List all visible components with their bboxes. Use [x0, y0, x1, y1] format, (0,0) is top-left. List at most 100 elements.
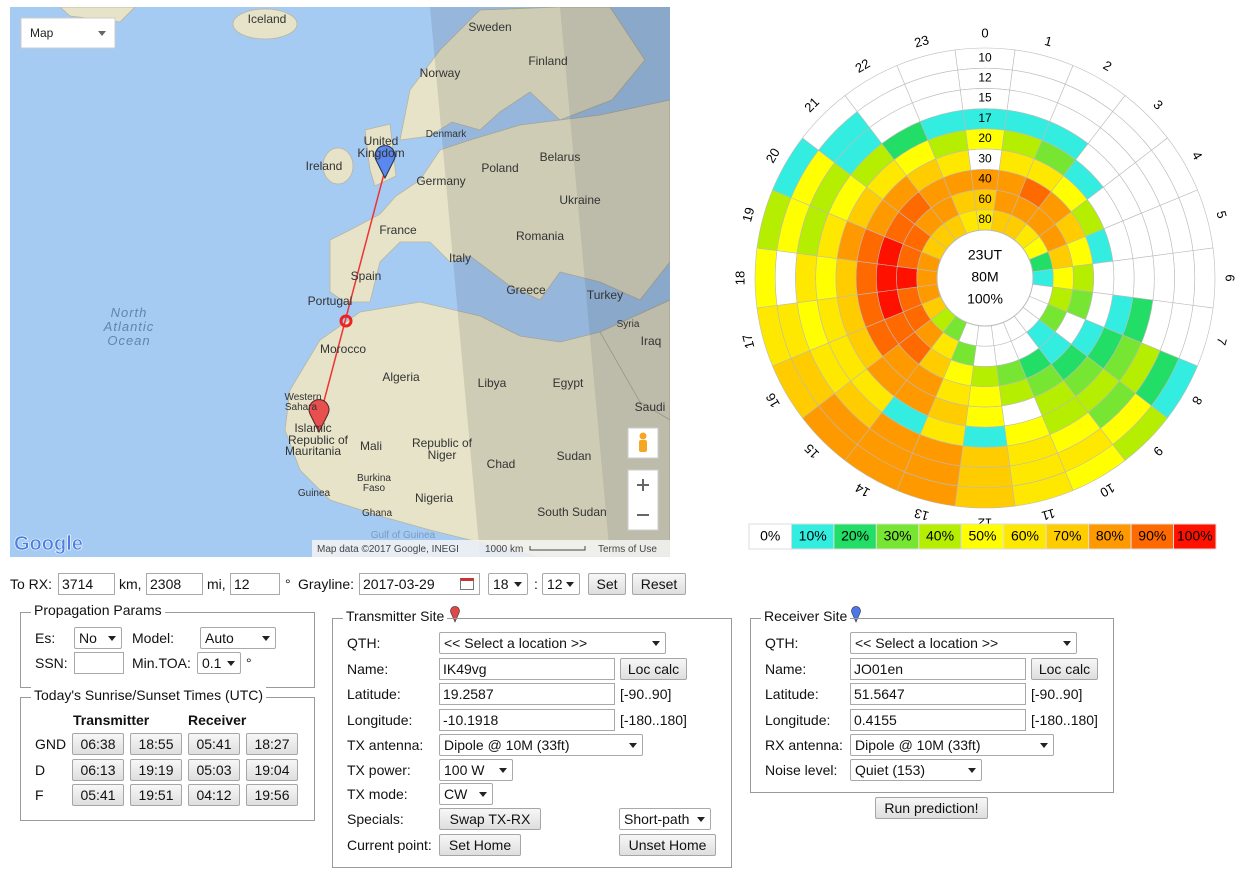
label: Specials: — [347, 811, 404, 827]
dropdown[interactable]: 0.1 — [197, 652, 241, 674]
tx-pin[interactable] — [308, 399, 330, 434]
text-field[interactable]: 51.5647 — [850, 683, 1026, 705]
text-field[interactable]: 2017-03-29 — [359, 573, 480, 595]
polar-chart: 0123456789101112131415161718192021222310… — [732, 25, 1238, 550]
button[interactable]: Loc calc — [620, 658, 687, 680]
button[interactable]: 06:13 — [72, 758, 124, 781]
heat-cell — [965, 405, 1005, 428]
label: Today's Sunrise/Sunset Times (UTC) — [31, 686, 267, 704]
button[interactable]: 19:19 — [130, 758, 182, 781]
button[interactable]: 18:55 — [130, 733, 182, 755]
hour-label: 6 — [1223, 274, 1238, 281]
terms[interactable]: Terms of Use — [598, 544, 657, 555]
night-shade — [560, 7, 670, 557]
label: [-180..180] — [1031, 712, 1098, 728]
hour-label: 23 — [913, 32, 931, 50]
text-field[interactable]: JO01en — [850, 658, 1026, 680]
text-field[interactable]: IK49vg — [439, 658, 615, 680]
map-label: Islamic — [294, 421, 331, 435]
hour-label: 16 — [763, 391, 783, 411]
label: Transmitter — [73, 712, 150, 728]
hour-label: 2 — [1101, 57, 1115, 74]
text-field[interactable]: 3714 — [58, 573, 115, 595]
button[interactable]: 05:41 — [72, 784, 124, 806]
fieldset — [332, 618, 732, 868]
text-field[interactable]: 0.4155 — [850, 709, 1026, 731]
button[interactable]: Set Home — [439, 834, 521, 856]
scale-label: 1000 km — [485, 544, 523, 555]
button[interactable]: Run prediction! — [875, 797, 988, 819]
dropdown[interactable]: 12 — [542, 573, 580, 595]
text-field[interactable] — [74, 652, 124, 674]
text-field[interactable]: -10.1918 — [439, 709, 615, 731]
map-label: Ireland — [306, 159, 343, 173]
attribution-bar — [312, 540, 670, 557]
button[interactable]: 06:38 — [72, 733, 124, 755]
button[interactable]: 19:04 — [246, 758, 298, 781]
label: Grayline: — [298, 576, 355, 592]
dropdown[interactable]: << Select a location >> — [439, 632, 666, 654]
button[interactable]: Swap TX-RX — [439, 808, 541, 830]
zoom-in[interactable] — [637, 479, 649, 491]
text-field[interactable]: 12 — [230, 573, 280, 595]
button[interactable]: Loc calc — [1031, 658, 1098, 680]
dropdown[interactable]: No — [74, 627, 122, 649]
button[interactable]: 18:27 — [246, 733, 298, 755]
label: Min.TOA: — [132, 655, 191, 671]
dropdown[interactable]: 18 — [488, 573, 528, 595]
ring-label: 12 — [978, 71, 992, 85]
button[interactable]: 19:51 — [130, 784, 182, 806]
text-field[interactable]: 2308 — [146, 573, 203, 595]
button[interactable]: 19:56 — [246, 784, 298, 806]
dropdown[interactable]: Dipole @ 10M (33ft) — [850, 734, 1054, 756]
legend-swatch — [875, 523, 920, 550]
label: Current point: — [347, 837, 432, 853]
label: F — [35, 787, 44, 803]
center-text: 23UT — [968, 247, 1003, 263]
label: D — [35, 761, 46, 778]
map-label: Finland — [528, 54, 567, 68]
map-label: Sweden — [468, 20, 511, 34]
legend-label: 0% — [760, 528, 780, 544]
button[interactable]: Reset — [632, 573, 686, 595]
legend-swatch — [1003, 523, 1047, 550]
dropdown[interactable]: << Select a location >> — [850, 632, 1077, 654]
map-label: Niger — [428, 448, 457, 462]
label: QTH: — [765, 635, 799, 651]
button[interactable]: Set — [588, 573, 626, 595]
dropdown[interactable]: Short-path — [619, 808, 711, 830]
dropdown[interactable]: Dipole @ 10M (33ft) — [439, 734, 643, 756]
heat-cell — [970, 365, 1000, 387]
dropdown[interactable]: 100 W — [439, 759, 513, 781]
label: Latitude: — [347, 686, 401, 702]
rx-pin[interactable] — [374, 145, 396, 180]
legend-label: 70% — [1053, 528, 1081, 544]
map-label: Kingdom — [357, 146, 404, 160]
map[interactable]: Map data ©2017 Google, INEGI 1000 km Ter… — [10, 7, 670, 557]
heat-cell — [959, 445, 1011, 468]
hour-label: 10 — [1098, 480, 1118, 500]
scale-bar — [529, 546, 586, 551]
button[interactable]: 04:12 — [188, 784, 240, 806]
ring-label: 15 — [978, 91, 992, 105]
button[interactable]: 05:03 — [188, 758, 240, 781]
map-type-select[interactable] — [20, 17, 116, 49]
map-label: United — [364, 134, 399, 148]
hour-label: 22 — [852, 56, 872, 76]
hour-label: 19 — [739, 206, 757, 224]
legend-swatch — [833, 523, 877, 550]
dropdown[interactable]: Quiet (153) — [850, 759, 982, 781]
map-label: Italy — [449, 251, 471, 265]
button[interactable]: Unset Home — [619, 834, 716, 856]
text-field[interactable]: 19.2587 — [439, 683, 615, 705]
map-label: Greece — [506, 283, 546, 297]
button[interactable]: 05:41 — [188, 733, 240, 755]
center-text: 100% — [967, 291, 1003, 307]
map-label: Mauritania — [285, 444, 341, 458]
label: : — [534, 576, 538, 592]
dropdown[interactable]: CW — [439, 783, 493, 805]
label: [-180..180] — [620, 712, 687, 728]
dropdown[interactable]: Auto — [200, 627, 276, 649]
map-label: Mali — [360, 439, 382, 453]
label: mi, — [207, 576, 226, 592]
